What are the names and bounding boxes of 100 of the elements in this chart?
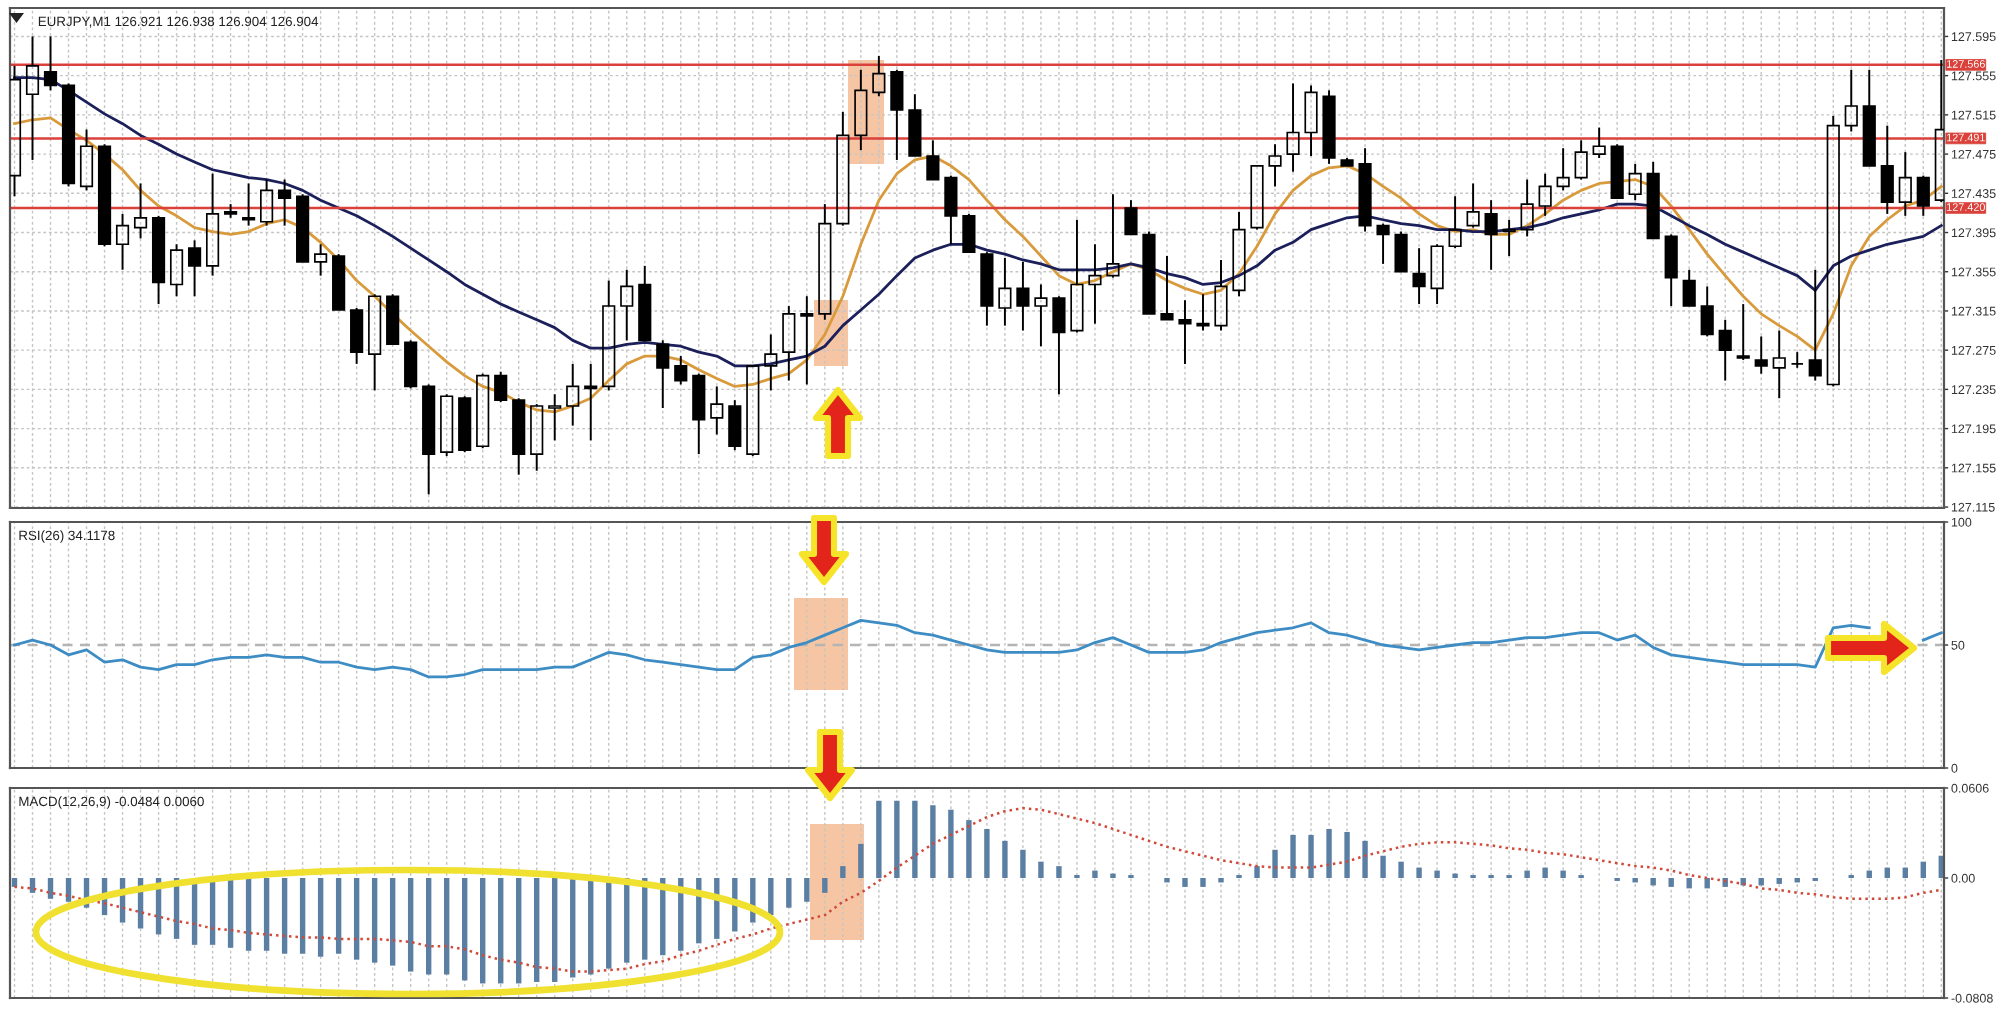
bar bbox=[1650, 878, 1656, 886]
bar bbox=[1308, 834, 1314, 878]
candlestick bbox=[169, 243, 184, 298]
candlestick bbox=[1520, 178, 1534, 238]
bar bbox=[930, 805, 936, 878]
candlestick bbox=[1034, 283, 1048, 348]
bar bbox=[1686, 878, 1692, 889]
bar bbox=[1254, 866, 1260, 878]
bar bbox=[1362, 840, 1368, 878]
candlestick bbox=[242, 182, 256, 227]
candlestick bbox=[314, 243, 328, 277]
bar bbox=[1092, 870, 1098, 878]
line-series bbox=[13, 806, 1943, 973]
bar bbox=[353, 878, 360, 960]
bar bbox=[263, 878, 270, 951]
bar bbox=[534, 878, 540, 982]
candlestick bbox=[1016, 260, 1030, 332]
bar bbox=[786, 878, 792, 908]
candlestick bbox=[1196, 293, 1210, 332]
bar bbox=[984, 828, 990, 878]
bar bbox=[1920, 861, 1926, 878]
bar bbox=[29, 878, 36, 893]
bar bbox=[461, 878, 468, 981]
candlestick bbox=[1178, 299, 1192, 365]
bar bbox=[1542, 867, 1548, 878]
candlestick bbox=[115, 212, 130, 271]
bar bbox=[407, 878, 414, 972]
candlestick bbox=[818, 203, 832, 321]
candlestick bbox=[133, 182, 148, 240]
candlestick bbox=[422, 383, 436, 496]
bar bbox=[1434, 870, 1440, 878]
bar bbox=[1020, 849, 1026, 878]
bar bbox=[498, 878, 504, 984]
candlestick bbox=[782, 305, 796, 382]
bar bbox=[1182, 878, 1188, 887]
bar bbox=[840, 866, 846, 878]
candlestick bbox=[1502, 218, 1516, 258]
candlestick bbox=[710, 385, 724, 436]
bar bbox=[1002, 840, 1008, 878]
bar bbox=[1056, 866, 1062, 878]
candlestick bbox=[1754, 335, 1768, 375]
candlestick bbox=[1484, 199, 1498, 271]
bar bbox=[443, 878, 450, 975]
candlestick bbox=[1304, 84, 1318, 158]
bar bbox=[245, 878, 252, 951]
candlestick bbox=[1538, 172, 1552, 217]
bar bbox=[1560, 870, 1566, 878]
candlestick bbox=[1070, 218, 1084, 334]
bar bbox=[1290, 834, 1296, 878]
bar bbox=[1668, 878, 1674, 887]
bar bbox=[894, 800, 900, 878]
candlestick bbox=[1898, 151, 1912, 217]
candlestick bbox=[1880, 124, 1894, 215]
bar bbox=[876, 800, 882, 878]
bar bbox=[371, 878, 378, 963]
bar bbox=[479, 878, 486, 984]
candlestick bbox=[1232, 210, 1246, 298]
candlestick bbox=[1718, 318, 1732, 382]
candlestick bbox=[1358, 147, 1372, 233]
candlestick bbox=[1574, 139, 1588, 181]
candlestick bbox=[1772, 329, 1786, 400]
candlestick bbox=[1214, 258, 1228, 332]
bar bbox=[11, 878, 18, 887]
candlestick bbox=[854, 68, 868, 152]
candlestick bbox=[187, 239, 202, 298]
candlestick bbox=[25, 35, 40, 161]
bar bbox=[1326, 828, 1332, 878]
bar bbox=[552, 878, 558, 982]
candlestick bbox=[1466, 182, 1480, 229]
candlestick bbox=[764, 333, 778, 392]
candlestick bbox=[1322, 89, 1336, 165]
bar bbox=[1272, 849, 1278, 878]
candlestick bbox=[1808, 268, 1822, 382]
candlestick bbox=[1286, 82, 1300, 173]
candlestick bbox=[1268, 143, 1282, 188]
candlestick bbox=[998, 257, 1012, 327]
candlestick bbox=[1106, 193, 1120, 279]
bar bbox=[1776, 878, 1782, 884]
bar bbox=[1038, 861, 1044, 878]
line-series bbox=[13, 116, 1943, 414]
bar bbox=[425, 878, 432, 975]
candlestick bbox=[278, 178, 292, 227]
bar bbox=[1416, 867, 1422, 878]
bar bbox=[1380, 855, 1386, 878]
bar bbox=[1398, 861, 1404, 878]
bar bbox=[804, 878, 810, 902]
bar bbox=[299, 878, 306, 954]
bar bbox=[281, 878, 288, 954]
bar bbox=[858, 843, 864, 878]
bar bbox=[516, 878, 522, 984]
bar bbox=[1200, 878, 1206, 887]
candlestick bbox=[1844, 68, 1858, 133]
bar bbox=[570, 878, 576, 978]
bar bbox=[317, 878, 324, 957]
bar bbox=[47, 878, 54, 899]
candlestick bbox=[566, 362, 580, 427]
bar bbox=[948, 809, 954, 878]
bar bbox=[389, 878, 396, 966]
candlestick bbox=[1628, 162, 1642, 202]
candlestick bbox=[548, 393, 562, 442]
